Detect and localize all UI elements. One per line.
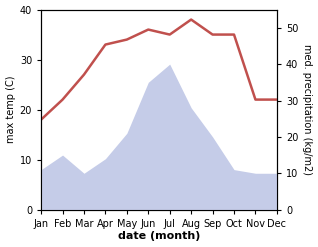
Y-axis label: med. precipitation (kg/m2): med. precipitation (kg/m2) bbox=[302, 44, 313, 175]
X-axis label: date (month): date (month) bbox=[118, 231, 200, 242]
Y-axis label: max temp (C): max temp (C) bbox=[5, 76, 16, 143]
